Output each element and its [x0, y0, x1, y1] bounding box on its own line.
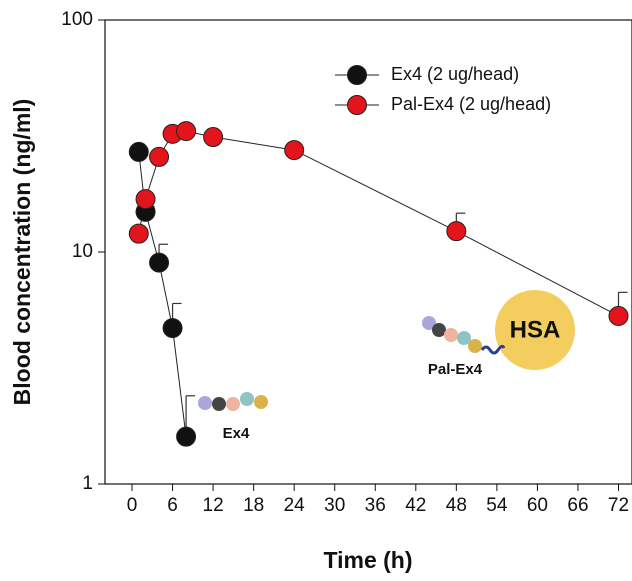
ex4-illustration: [198, 392, 268, 411]
data-point: [149, 146, 170, 167]
data-point: [128, 141, 149, 162]
x-tick-label: 54: [486, 495, 508, 516]
pal-ex4-illustration: [422, 290, 575, 370]
data-point: [176, 426, 197, 447]
x-tick-label: 48: [446, 495, 467, 516]
legend-marker: [347, 65, 367, 85]
legend-marker: [347, 95, 367, 115]
x-tick-label: 60: [527, 495, 548, 516]
y-tick-label: 100: [61, 9, 93, 30]
x-tick-label: 12: [203, 495, 224, 516]
data-point: [203, 127, 224, 148]
y-tick-label: 1: [82, 473, 93, 494]
data-point: [176, 121, 197, 142]
annotation: HSA: [510, 316, 561, 343]
x-tick-label: 18: [243, 495, 264, 516]
data-point: [135, 189, 156, 210]
x-tick-label: 66: [567, 495, 588, 516]
plot-frame: [104, 19, 632, 485]
data-point: [284, 140, 305, 161]
data-point: [446, 221, 467, 242]
x-tick-label: 42: [405, 495, 426, 516]
x-tick-label: 36: [365, 495, 386, 516]
annotation: Pal-Ex4: [428, 361, 483, 378]
x-tick-label: 24: [284, 495, 306, 516]
legend-label: Pal-Ex4 (2 ug/head): [391, 94, 551, 114]
x-axis-label: Time (h): [323, 547, 412, 573]
y-tick-label: 10: [72, 241, 93, 262]
data-point: [128, 223, 149, 244]
annotation: Ex4: [223, 425, 250, 442]
data-point: [149, 252, 170, 273]
y-axis-label: Blood concentration (ng/ml): [9, 99, 35, 406]
x-tick-label: 30: [324, 495, 345, 516]
data-point: [162, 318, 183, 339]
legend-label: Ex4 (2 ug/head): [391, 64, 519, 84]
x-tick-label: 6: [167, 495, 178, 516]
series-line: [138, 130, 619, 317]
x-tick-label: 72: [608, 495, 629, 516]
x-tick-label: 0: [127, 495, 138, 516]
data-point: [608, 305, 629, 326]
